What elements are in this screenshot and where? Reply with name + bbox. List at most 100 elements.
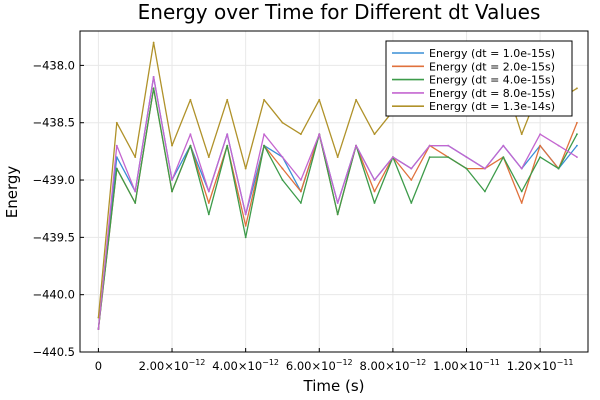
- data-point: [226, 144, 229, 147]
- data-point: [373, 133, 376, 136]
- data-point: [299, 190, 302, 193]
- data-point: [152, 41, 155, 44]
- data-point: [539, 144, 542, 147]
- data-point: [410, 167, 413, 170]
- data-point: [207, 156, 210, 159]
- data-point: [557, 167, 560, 170]
- data-point: [576, 133, 578, 136]
- data-point: [502, 144, 505, 147]
- data-point: [520, 133, 523, 136]
- data-point: [115, 144, 118, 147]
- x-tick-exponent: −12: [189, 358, 206, 367]
- data-point: [244, 167, 247, 170]
- y-tick-label: −438.0: [32, 58, 75, 72]
- data-point: [263, 144, 265, 147]
- data-point: [226, 98, 229, 101]
- data-point: [152, 75, 155, 78]
- data-point: [207, 190, 210, 193]
- data-point: [318, 98, 321, 101]
- x-tick-exponent: −12: [262, 358, 279, 367]
- x-tick-mantissa: 0: [95, 359, 102, 373]
- data-point: [152, 87, 155, 90]
- data-point: [576, 156, 578, 159]
- legend-label: Energy (dt = 1.3e-14s): [429, 100, 555, 113]
- data-point: [226, 133, 229, 136]
- legend-label: Energy (dt = 8.0e-15s): [429, 87, 555, 100]
- data-point: [189, 98, 192, 101]
- x-tick-mantissa: 4.00×10: [212, 359, 262, 373]
- data-point: [484, 190, 486, 193]
- data-point: [97, 328, 100, 330]
- series-layer: [97, 41, 578, 330]
- data-point: [171, 190, 173, 193]
- y-tick-label: −439.0: [32, 173, 75, 187]
- x-tick-label: 6.00×10−12: [286, 358, 353, 373]
- data-point: [336, 202, 339, 204]
- data-point: [281, 121, 284, 124]
- data-point: [318, 133, 321, 136]
- data-point: [576, 144, 578, 147]
- data-point: [336, 156, 339, 159]
- series-2: [97, 87, 578, 330]
- data-point: [576, 121, 578, 124]
- x-tick-label: 4.00×10−12: [212, 358, 279, 373]
- data-point: [373, 179, 376, 181]
- data-point: [576, 87, 578, 90]
- x-tick-mantissa: 1.20×10: [507, 359, 557, 373]
- data-point: [244, 213, 247, 216]
- data-point: [355, 98, 357, 101]
- x-tick-exponent: −12: [409, 358, 426, 367]
- y-axis-label: Energy: [3, 166, 21, 219]
- x-tick-label: 0: [95, 359, 102, 373]
- data-point: [410, 179, 413, 181]
- data-point: [244, 236, 247, 239]
- data-point: [134, 190, 137, 193]
- series-line: [97, 87, 578, 330]
- x-tick-mantissa: 2.00×10: [139, 359, 189, 373]
- series-3: [97, 87, 578, 330]
- data-point: [355, 144, 357, 147]
- x-tick-mantissa: 6.00×10: [286, 359, 336, 373]
- data-point: [520, 190, 523, 193]
- data-point: [484, 167, 486, 170]
- y-tick-labels: −440.5 −440.0 −439.5 −439.0 −438.5 −438.0: [32, 58, 84, 359]
- legend: Energy (dt = 1.0e-15s)Energy (dt = 2.0e-…: [385, 40, 573, 117]
- legend-entry: Energy (dt = 2.0e-15s): [392, 60, 555, 73]
- data-point: [189, 133, 192, 136]
- data-point: [539, 133, 542, 136]
- data-point: [373, 202, 376, 204]
- data-point: [539, 156, 542, 159]
- data-point: [263, 98, 265, 101]
- data-point: [299, 202, 302, 204]
- data-point: [410, 202, 413, 204]
- x-tick-exponent: −11: [483, 358, 500, 367]
- data-point: [281, 167, 284, 170]
- data-point: [115, 121, 118, 124]
- data-point: [97, 316, 100, 319]
- x-tick-labels: 0 2.00×10−12 4.00×10−12 6.00×10−12 8.00×10−1…: [95, 348, 574, 373]
- data-point: [391, 156, 394, 159]
- x-tick-mantissa: 8.00×10: [360, 359, 410, 373]
- data-point: [520, 167, 523, 170]
- x-tick-label: 2.00×10−12: [139, 358, 206, 373]
- data-point: [171, 144, 173, 147]
- legend-entry: Energy (dt = 1.0e-15s): [392, 47, 555, 60]
- x-tick-label: 8.00×10−12: [360, 358, 427, 373]
- data-point: [207, 202, 210, 204]
- data-point: [281, 156, 284, 159]
- data-point: [428, 156, 431, 159]
- data-point: [189, 144, 192, 147]
- x-tick-label: 1.00×10−11: [433, 358, 500, 373]
- data-point: [520, 202, 523, 204]
- legend-label: Energy (dt = 4.0e-15s): [429, 74, 555, 87]
- chart-title: Energy over Time for Different dt Values: [138, 0, 541, 24]
- data-point: [115, 167, 118, 170]
- legend-label: Energy (dt = 2.0e-15s): [429, 60, 555, 73]
- data-point: [557, 144, 560, 147]
- x-tick-exponent: −12: [336, 358, 353, 367]
- x-axis-label: Time (s): [303, 377, 365, 395]
- x-tick-exponent: −11: [557, 358, 574, 367]
- data-point: [447, 144, 450, 147]
- data-point: [373, 190, 376, 193]
